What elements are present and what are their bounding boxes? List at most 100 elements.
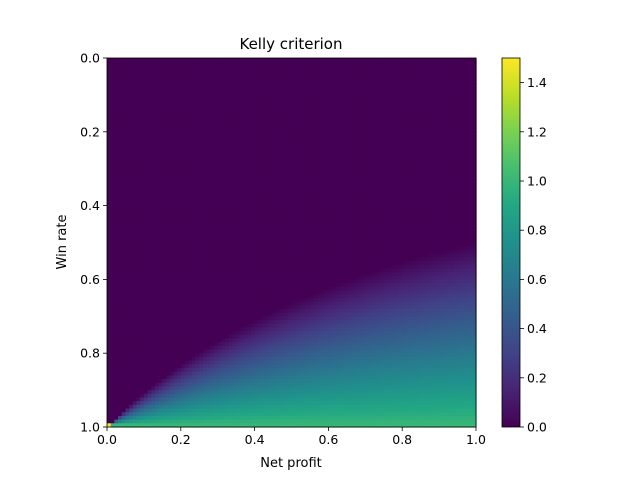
heatmap-cell [110,83,115,89]
heatmap-cell [321,109,326,114]
heatmap-cell [368,190,374,196]
heatmap-cell [461,94,466,100]
heatmap-cell [413,98,418,103]
heatmap-cell [431,139,437,144]
heatmap-cell [199,80,204,85]
heatmap-cell [298,179,304,185]
heatmap-cell [368,205,374,210]
heatmap-cell [129,220,134,225]
heatmap-cell [276,161,282,166]
heatmap-cell [217,194,222,199]
heatmap-cell [258,117,263,122]
heatmap-cell [291,227,296,233]
heatmap-cell [173,231,178,236]
heatmap-cell [280,190,285,196]
heatmap-cell [420,117,425,122]
heatmap-cell [424,201,429,207]
heatmap-cell [339,172,344,177]
heatmap-cell [420,216,425,221]
heatmap-cell [118,98,123,103]
heatmap-cell [446,117,451,122]
heatmap-cell [239,83,245,89]
heatmap-cell [413,65,418,70]
heatmap-cell [188,238,193,244]
heatmap-cell [199,205,204,210]
heatmap-cell [180,91,186,96]
heatmap-cell [188,205,193,210]
heatmap-cell [247,69,252,74]
heatmap-cell [180,150,186,155]
heatmap-cell [180,161,186,166]
heatmap-cell [413,83,418,89]
heatmap-cell [121,238,127,244]
heatmap-cell [383,146,389,151]
heatmap-cell [439,194,444,199]
heatmap-cell [295,113,300,118]
heatmap-cell [184,139,189,144]
heatmap-cell [453,183,459,188]
heatmap-cell [191,131,197,137]
heatmap-cell [276,69,282,74]
heatmap-cell [309,150,315,155]
heatmap-cell [335,105,341,111]
heatmap-cell [114,153,119,159]
heatmap-cell [387,190,392,196]
heatmap-cell [239,102,245,107]
heatmap-cell [416,117,422,122]
heatmap-cell [416,153,422,159]
heatmap-cell [154,172,160,177]
heatmap-cell [180,135,186,140]
heatmap-cell [365,235,370,240]
heatmap-cell [118,65,123,70]
heatmap-cell [221,216,226,221]
heatmap-cell [428,231,433,236]
heatmap-cell [273,227,278,233]
heatmap-cell [184,98,189,103]
heatmap-cell [147,224,152,229]
heatmap-cell [151,61,156,66]
heatmap-cell [206,157,211,162]
heatmap-cell [199,150,204,155]
heatmap-cell [346,216,352,221]
heatmap-cell [321,235,326,240]
heatmap-cell [383,83,389,89]
heatmap-cell [306,135,311,140]
heatmap-cell [402,220,407,225]
heatmap-cell [324,224,329,229]
heatmap-cell [409,201,414,207]
heatmap-cell [461,153,466,159]
heatmap-cell [335,98,341,103]
heatmap-cell [228,157,234,162]
heatmap-cell [214,165,219,170]
heatmap-cell [236,235,241,240]
heatmap-cell [202,183,208,188]
heatmap-cell [464,150,470,155]
heatmap-cell [217,216,222,221]
heatmap-cell [391,58,396,63]
heatmap-cell [324,87,329,92]
heatmap-cell [457,176,462,181]
heatmap-cell [416,157,422,162]
heatmap-cell [428,142,433,148]
heatmap-cell [195,190,200,196]
heatmap-cell [383,205,389,210]
heatmap-cell [416,83,422,89]
heatmap-cell [143,161,149,166]
heatmap-cell [125,183,130,188]
heatmap-cell [180,94,186,100]
heatmap-cell [376,153,381,159]
heatmap-cell [387,105,392,111]
heatmap-cell [339,201,344,207]
heatmap-cell [405,168,411,173]
heatmap-cell [291,124,296,129]
heatmap-cell [309,209,315,214]
heatmap-cell [217,117,222,122]
heatmap-cell [324,227,329,233]
heatmap-cell [195,216,200,221]
heatmap-cell [472,153,477,159]
heatmap-cell [295,212,300,218]
heatmap-cell [140,131,145,137]
heatmap-cell [158,220,163,225]
heatmap-cell [258,227,263,233]
heatmap-cell [420,198,425,203]
